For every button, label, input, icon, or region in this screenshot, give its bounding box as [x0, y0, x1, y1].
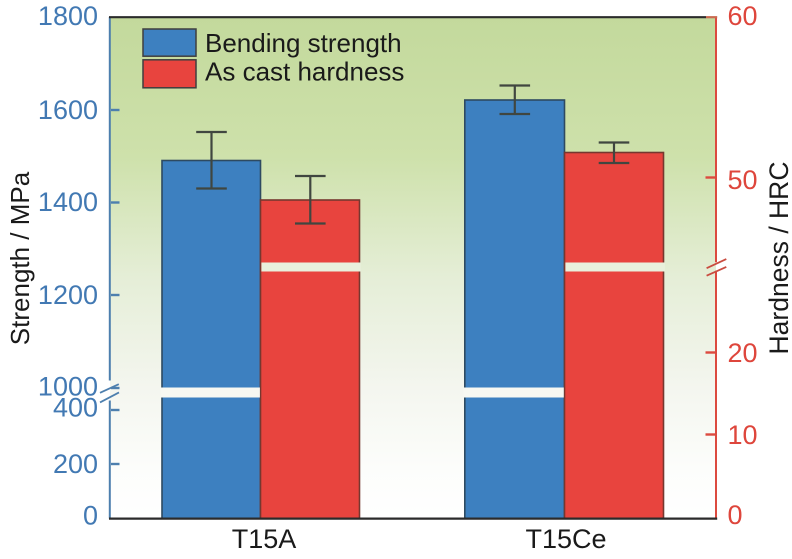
svg-text:As cast hardness: As cast hardness: [205, 57, 404, 87]
svg-text:200: 200: [53, 449, 98, 479]
svg-text:1600: 1600: [38, 95, 98, 125]
svg-text:0: 0: [728, 500, 743, 530]
svg-text:1000: 1000: [38, 372, 98, 402]
svg-text:Bending strength: Bending strength: [205, 28, 402, 58]
svg-text:0: 0: [83, 501, 98, 531]
svg-text:Strength / MPa: Strength / MPa: [5, 171, 35, 345]
svg-text:T15Ce: T15Ce: [525, 524, 606, 554]
svg-text:10: 10: [728, 420, 758, 450]
svg-text:400: 400: [53, 393, 98, 423]
svg-text:1800: 1800: [38, 1, 98, 31]
svg-text:20: 20: [728, 338, 758, 368]
svg-text:1400: 1400: [38, 187, 98, 217]
svg-text:60: 60: [728, 1, 758, 31]
svg-text:Hardness / HRC: Hardness / HRC: [764, 162, 792, 355]
svg-text:T15A: T15A: [232, 524, 297, 554]
svg-text:1200: 1200: [38, 280, 98, 310]
svg-text:50: 50: [728, 165, 758, 195]
